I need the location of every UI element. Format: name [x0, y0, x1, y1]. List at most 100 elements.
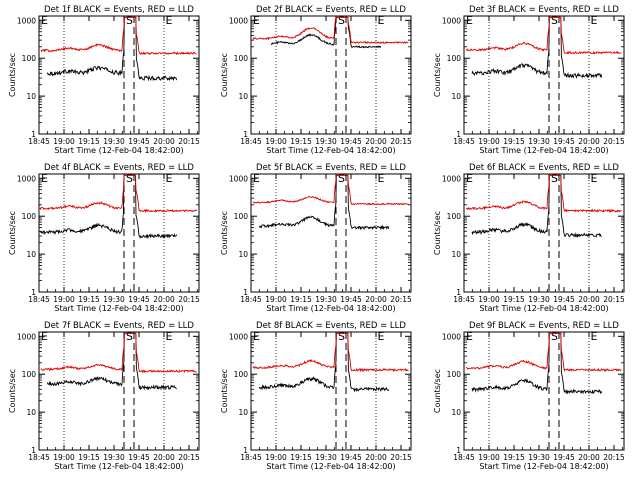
series-events-line [39, 174, 178, 240]
series-events-line [46, 16, 178, 82]
plot-frame [38, 331, 200, 451]
detector-panel-5: Det 5f BLACK = Events, RED = LLD 1 10 100 10… [220, 163, 412, 313]
x-axis-label: Start Time (12-Feb-04 18:42:00) [266, 462, 395, 471]
x-tick-label: 19:00 [265, 295, 287, 304]
detector-panel-3: Det 3f BLACK = Events, RED = LLD 1 10 100 10… [433, 5, 625, 155]
x-tick-label: 19:00 [265, 453, 287, 462]
x-tick-label: 19:00 [53, 453, 75, 462]
x-axis-label: Start Time (12-Feb-04 18:42:00) [266, 304, 395, 313]
y-tick-label: 1000 [442, 16, 461, 25]
detector-panel-4: Det 4f BLACK = Events, RED = LLD 1 10 100 10… [8, 163, 200, 313]
x-tick-label: 19:00 [53, 295, 75, 304]
plot-frame [463, 15, 625, 135]
panel-title: Det 1f BLACK = Events, RED = LLD [44, 5, 194, 15]
detector-panel-7: Det 7f BLACK = Events, RED = LLD 1 10 100 10… [8, 321, 200, 471]
end-marker-right: E [591, 330, 598, 343]
end-marker-right: E [378, 172, 385, 185]
series-events-line [46, 332, 177, 391]
x-tick-label: 18:45 [28, 295, 50, 304]
y-tick-label: 10 [451, 250, 461, 259]
x-tick-label: 20:00 [365, 295, 387, 304]
x-tick-label: 19:45 [340, 137, 362, 146]
series-lld-line [465, 332, 622, 373]
plot-frame [250, 173, 412, 293]
y-tick-label: 1 [243, 130, 248, 139]
y-tick-label: 10 [238, 92, 248, 101]
x-tick-label: 20:00 [578, 295, 600, 304]
series-events-line [270, 16, 382, 49]
end-marker-left: E [41, 172, 48, 185]
y-tick-label: 10 [451, 92, 461, 101]
y-tick-label: 1 [31, 446, 36, 455]
detector-panel-2: Det 2f BLACK = Events, RED = LLD 1 10 100 10… [220, 5, 412, 155]
y-tick-label: 100 [447, 370, 462, 379]
x-axis-label: Start Time (12-Feb-04 18:42:00) [54, 304, 183, 313]
x-tick-label: 20:00 [578, 453, 600, 462]
x-tick-label: 19:15 [503, 137, 525, 146]
x-tick-label: 19:30 [528, 453, 550, 462]
y-tick-label: 1 [243, 446, 248, 455]
end-marker-left: E [466, 330, 473, 343]
x-tick-label: 18:45 [453, 137, 475, 146]
x-tick-label: 19:15 [290, 137, 312, 146]
y-axis-label: Counts/sec [8, 53, 17, 97]
y-tick-label: 100 [22, 370, 37, 379]
y-tick-label: 100 [22, 54, 37, 63]
series-events-line [258, 332, 389, 393]
x-tick-label: 18:45 [240, 453, 262, 462]
panel-title: Det 6f BLACK = Events, RED = LLD [469, 163, 619, 173]
start-marker: S [551, 172, 558, 185]
x-tick-label: 20:15 [178, 137, 200, 146]
y-tick-label: 10 [238, 408, 248, 417]
x-tick-label: 19:30 [103, 295, 125, 304]
detector-panel-8: Det 8f BLACK = Events, RED = LLD 1 10 100 10… [220, 321, 412, 471]
x-tick-label: 19:15 [78, 137, 100, 146]
plot-frame [38, 15, 200, 135]
start-marker: S [551, 330, 558, 343]
x-tick-label: 19:45 [128, 137, 150, 146]
y-tick-label: 1 [456, 288, 461, 297]
x-axis-label: Start Time (12-Feb-04 18:42:00) [266, 146, 395, 155]
x-tick-label: 20:00 [153, 453, 175, 462]
series-events-line [258, 174, 390, 231]
detector-panel-9: Det 9f BLACK = Events, RED = LLD 1 10 100 10… [433, 321, 625, 471]
series-events-line [471, 174, 602, 239]
series-lld-line [252, 174, 409, 206]
series-lld-line [40, 16, 197, 56]
x-tick-label: 19:00 [478, 453, 500, 462]
panel-title: Det 7f BLACK = Events, RED = LLD [44, 321, 194, 331]
y-tick-label: 1000 [17, 174, 36, 183]
x-tick-label: 19:30 [315, 453, 337, 462]
x-tick-label: 20:00 [153, 137, 175, 146]
x-tick-label: 18:45 [28, 453, 50, 462]
y-tick-label: 100 [234, 212, 249, 221]
y-tick-label: 100 [234, 54, 249, 63]
y-axis-label: Counts/sec [220, 211, 229, 255]
x-tick-label: 20:00 [153, 295, 175, 304]
detector-panel-1: Det 1f BLACK = Events, RED = LLD 1 10 100 10… [8, 5, 200, 155]
y-tick-label: 1000 [229, 16, 248, 25]
y-tick-label: 100 [234, 370, 249, 379]
series-events-line [471, 332, 603, 395]
x-tick-label: 20:15 [390, 137, 412, 146]
x-axis-label: Start Time (12-Feb-04 18:42:00) [479, 462, 608, 471]
y-axis-label: Counts/sec [8, 369, 17, 413]
y-tick-label: 100 [22, 212, 37, 221]
x-axis-label: Start Time (12-Feb-04 18:42:00) [479, 146, 608, 155]
x-tick-label: 19:00 [478, 295, 500, 304]
plot-frame [38, 173, 200, 293]
x-tick-label: 19:00 [478, 137, 500, 146]
y-tick-label: 1000 [17, 332, 36, 341]
x-tick-label: 19:15 [503, 453, 525, 462]
end-marker-left: E [253, 330, 260, 343]
x-tick-label: 18:45 [453, 295, 475, 304]
x-tick-label: 20:00 [365, 137, 387, 146]
start-marker: S [126, 330, 133, 343]
detector-panel-6: Det 6f BLACK = Events, RED = LLD 1 10 100 10… [433, 163, 625, 313]
x-tick-label: 19:45 [128, 453, 150, 462]
y-axis-label: Counts/sec [220, 53, 229, 97]
start-marker: S [126, 172, 133, 185]
series-lld-line [39, 174, 198, 214]
x-tick-label: 19:15 [503, 295, 525, 304]
